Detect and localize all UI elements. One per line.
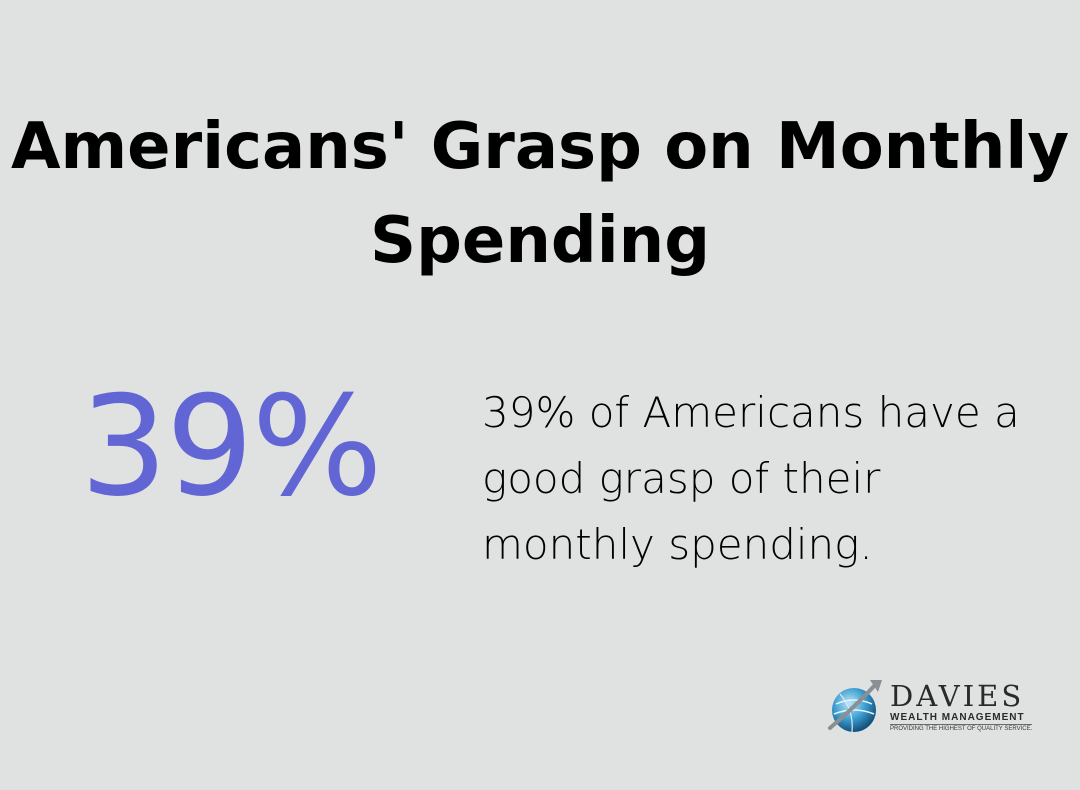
logo-name: DAVIES <box>890 679 1025 713</box>
logo-subtitle: WEALTH MANAGEMENT <box>890 712 1025 723</box>
company-logo: DAVIES WEALTH MANAGEMENT PROVIDING THE H… <box>826 676 1040 738</box>
logo-divider <box>890 724 1032 725</box>
page-title: Americans' Grasp on Monthly Spending <box>10 110 1070 278</box>
stat-description: 39% of Americans have a good grasp of th… <box>482 388 1020 569</box>
logo-tagline: PROVIDING THE HIGHEST OF QUALITY SERVICE… <box>890 726 1033 732</box>
stat-value: 39% <box>80 366 383 527</box>
globe-icon <box>828 680 882 733</box>
